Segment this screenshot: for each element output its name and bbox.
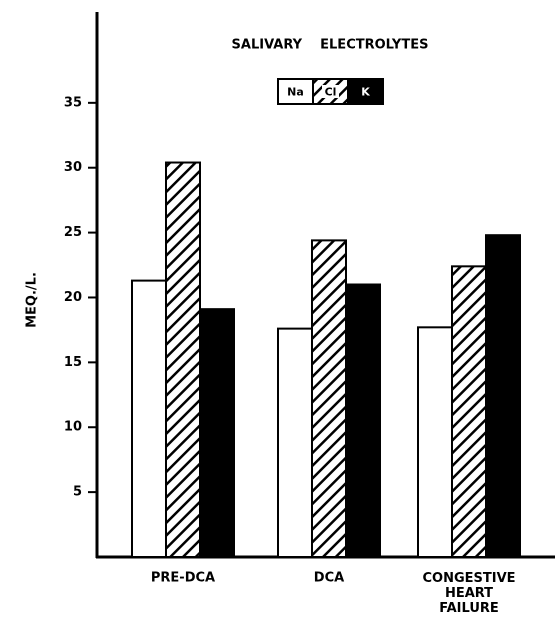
y-tick-label: 10 [64, 420, 82, 435]
y-axis-label: MEQ./L. [25, 272, 40, 328]
bar [199, 308, 235, 558]
legend-label: Na [287, 86, 304, 99]
y-tick-label: 35 [64, 95, 82, 110]
x-tick-label: DCA [314, 571, 344, 586]
y-tick-label: 25 [64, 225, 82, 240]
chart-title: SALIVARY ELECTROLYTES [232, 38, 429, 53]
x-tick-label: PRE-DCA [151, 571, 215, 586]
bar [277, 327, 313, 558]
bar [451, 265, 487, 558]
y-tick-label: 20 [64, 290, 82, 305]
legend-swatch [347, 78, 384, 105]
x-tick-label: CONGESTIVE HEART FAILURE [422, 571, 515, 616]
legend-label-bg [322, 85, 339, 98]
bar [485, 234, 521, 558]
bar [165, 161, 201, 558]
y-tick-label: 30 [64, 160, 82, 175]
y-tick-label: 15 [64, 355, 82, 370]
bar [131, 279, 167, 558]
bar [311, 239, 347, 558]
y-tick-label: 5 [73, 485, 82, 500]
bar [417, 326, 453, 559]
bar [345, 283, 381, 558]
legend-label: K [361, 86, 370, 99]
legend-label: Cl [325, 86, 337, 99]
